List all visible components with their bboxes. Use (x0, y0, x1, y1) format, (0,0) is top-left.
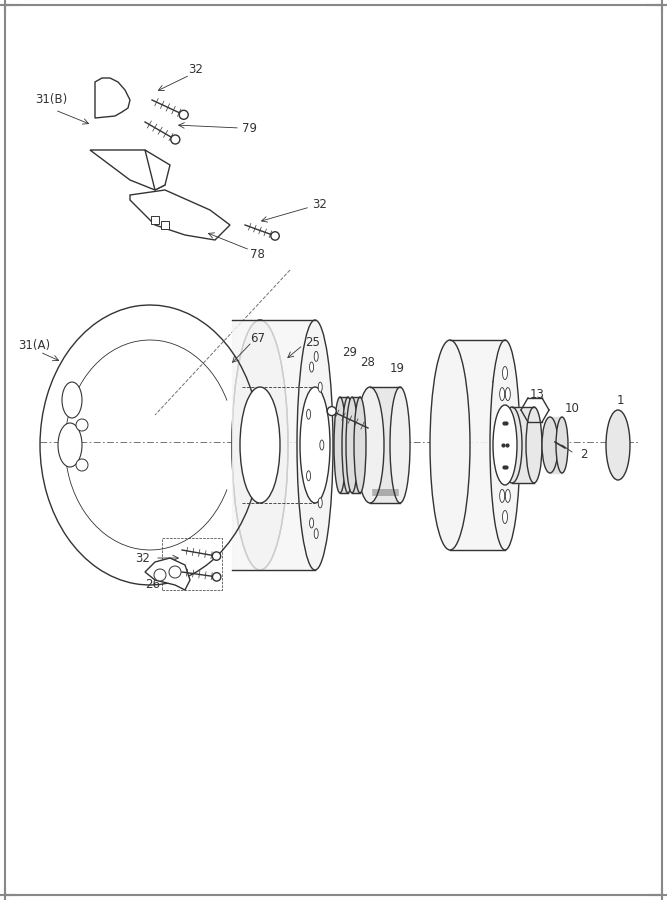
Ellipse shape (309, 518, 313, 528)
Circle shape (327, 407, 336, 416)
Circle shape (76, 419, 88, 431)
Ellipse shape (502, 366, 508, 380)
Ellipse shape (356, 387, 384, 503)
Text: 67: 67 (250, 331, 265, 345)
Ellipse shape (346, 397, 358, 493)
Circle shape (171, 135, 180, 144)
Circle shape (154, 569, 166, 581)
Ellipse shape (502, 407, 522, 483)
FancyBboxPatch shape (151, 216, 159, 224)
Text: 29: 29 (342, 346, 357, 358)
Text: 25: 25 (305, 336, 320, 348)
Ellipse shape (318, 382, 322, 392)
Text: 78: 78 (250, 248, 265, 262)
Polygon shape (145, 150, 170, 190)
Ellipse shape (300, 387, 330, 503)
Polygon shape (95, 78, 130, 118)
Text: 13: 13 (530, 389, 545, 401)
Text: 31(B): 31(B) (35, 94, 67, 106)
Circle shape (212, 552, 221, 561)
Text: 28: 28 (360, 356, 375, 368)
Ellipse shape (500, 490, 505, 502)
Ellipse shape (556, 417, 568, 473)
Ellipse shape (342, 397, 354, 493)
Polygon shape (145, 558, 190, 590)
Circle shape (213, 572, 221, 581)
Ellipse shape (297, 320, 333, 570)
Ellipse shape (490, 340, 520, 550)
Text: 17: 17 (500, 365, 515, 379)
Ellipse shape (502, 510, 508, 524)
Ellipse shape (314, 351, 318, 362)
Text: 10: 10 (565, 401, 580, 415)
Circle shape (271, 231, 279, 240)
Ellipse shape (493, 405, 517, 485)
Ellipse shape (232, 320, 288, 570)
Ellipse shape (62, 382, 82, 418)
Text: 15: 15 (345, 458, 360, 472)
Text: 2: 2 (580, 448, 588, 462)
Ellipse shape (314, 528, 318, 538)
Text: 31(A): 31(A) (18, 338, 50, 352)
Text: 32: 32 (188, 64, 203, 76)
Ellipse shape (354, 397, 366, 493)
Circle shape (179, 111, 188, 120)
Text: 19: 19 (390, 362, 405, 374)
Circle shape (169, 566, 181, 578)
FancyBboxPatch shape (161, 221, 169, 229)
Ellipse shape (506, 490, 510, 502)
Text: 32: 32 (135, 552, 150, 564)
Ellipse shape (309, 362, 313, 372)
Ellipse shape (506, 388, 510, 400)
Ellipse shape (58, 423, 82, 467)
Ellipse shape (526, 407, 542, 483)
Ellipse shape (307, 471, 311, 481)
Ellipse shape (390, 387, 410, 503)
Ellipse shape (334, 397, 346, 493)
Text: 32: 32 (312, 199, 327, 212)
Ellipse shape (430, 340, 470, 550)
Polygon shape (130, 190, 230, 240)
Polygon shape (90, 150, 165, 190)
Circle shape (76, 459, 88, 471)
Ellipse shape (240, 387, 280, 503)
Text: 79: 79 (242, 122, 257, 134)
Ellipse shape (318, 498, 322, 508)
Ellipse shape (307, 410, 311, 419)
Text: 12: 12 (528, 421, 542, 435)
Text: 1: 1 (616, 393, 624, 407)
Ellipse shape (498, 438, 504, 452)
Ellipse shape (606, 410, 630, 480)
Text: 26: 26 (145, 579, 160, 591)
Ellipse shape (320, 440, 324, 450)
Ellipse shape (500, 388, 505, 400)
Ellipse shape (506, 438, 512, 452)
Ellipse shape (542, 417, 558, 473)
